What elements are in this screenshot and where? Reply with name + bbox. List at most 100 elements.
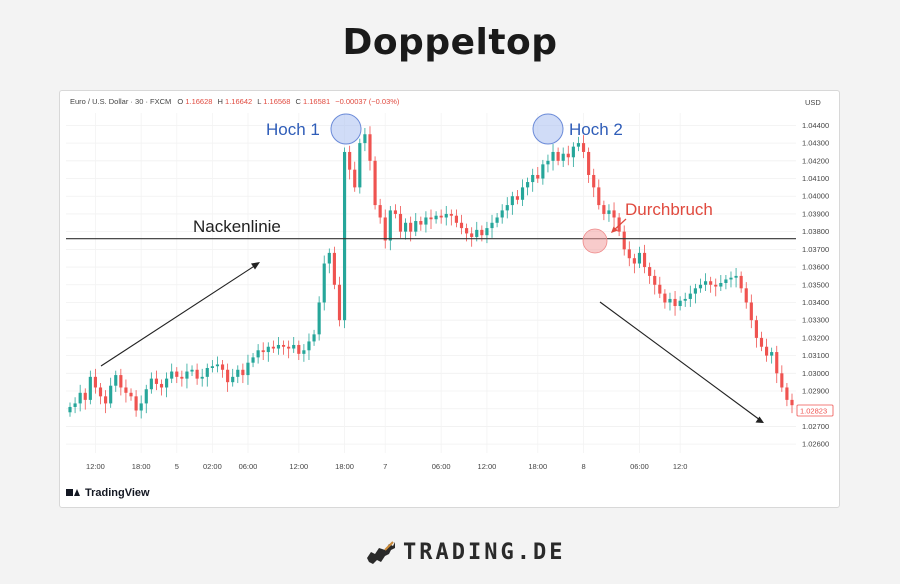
candle-down — [271, 346, 275, 349]
y-tick-label: 1.03300 — [802, 316, 829, 325]
candle-down — [459, 222, 464, 229]
header-c-value: 1.16581 — [303, 97, 330, 106]
brand-footer: TRADING.DE — [365, 532, 565, 572]
candle-down — [622, 231, 626, 250]
candle-down — [454, 215, 458, 223]
candle-up — [683, 298, 687, 301]
y-tick-label: 1.04400 — [802, 121, 829, 130]
candle-down — [154, 378, 159, 384]
header-h-value: 1.16642 — [225, 97, 252, 106]
candle-up — [703, 281, 708, 285]
x-tick-label: 18:00 — [132, 462, 151, 471]
candle-up — [414, 221, 418, 232]
grid-y — [66, 124, 796, 445]
candle-down — [83, 392, 87, 400]
chart-card[interactable]: Euro / U.S. Dollar · 30 · FXCM O 1.16628… — [59, 90, 840, 508]
candle-up — [78, 392, 82, 404]
y-tick-label: 1.03900 — [802, 209, 829, 218]
tradingview-logo-bar — [66, 489, 73, 496]
candle-down — [480, 229, 484, 236]
header-change: −0.00037 (−0.03%) — [335, 97, 400, 106]
y-tick-label: 1.03100 — [802, 351, 829, 360]
candle-down — [378, 205, 382, 218]
candle-up — [770, 352, 774, 356]
candle-up — [170, 371, 174, 379]
candle-down — [429, 217, 433, 220]
candle-down — [602, 205, 606, 214]
candle-up — [688, 293, 692, 299]
x-tick-label: 06:00 — [432, 462, 451, 471]
y-tick-label: 1.03700 — [802, 245, 829, 254]
x-tick-label: 5 — [175, 462, 179, 471]
candle-up — [358, 143, 362, 188]
candle-up — [607, 210, 611, 214]
candle-up — [114, 375, 118, 386]
x-tick-label: 8 — [581, 462, 585, 471]
candle-down — [281, 344, 286, 347]
candle-down — [673, 298, 677, 307]
candle-up — [312, 334, 316, 342]
candle-up — [322, 263, 326, 303]
candle-up — [317, 302, 321, 335]
candle-down — [648, 267, 652, 276]
page-title: Doppeltop — [342, 22, 558, 63]
candle-up — [73, 403, 77, 407]
candle-down — [780, 373, 784, 388]
candle-down — [465, 228, 469, 234]
candle-down — [93, 376, 97, 388]
y-tick-label: 1.03000 — [802, 369, 829, 378]
candle-up — [678, 300, 682, 307]
candle-down — [332, 252, 336, 285]
candle-up — [520, 187, 525, 200]
candle-up — [165, 378, 169, 388]
candle-up — [434, 215, 438, 220]
candle-up — [266, 346, 270, 353]
candle-down — [261, 350, 265, 353]
candle-down — [592, 174, 596, 188]
last-price-box — [796, 404, 834, 417]
candle-down — [409, 222, 413, 232]
candle-down — [536, 174, 540, 179]
candle-up — [668, 298, 672, 303]
tradingview-wordmark: TradingView — [85, 487, 150, 499]
candle-down — [556, 151, 560, 161]
candlestick-chart[interactable]: Euro / U.S. Dollar · 30 · FXCM O 1.16628… — [60, 91, 841, 509]
candle-down — [785, 387, 789, 400]
candle-down — [775, 352, 779, 374]
candle-down — [642, 252, 647, 268]
candle-down — [353, 169, 357, 188]
downtrend-arrowhead — [755, 416, 764, 423]
breakout-circle — [582, 228, 608, 254]
candle-up — [500, 210, 504, 218]
y-tick-label: 1.03200 — [802, 333, 829, 342]
y-axis: 1.04400 1.04300 1.04200 1.04100 1.04000 1.039… — [802, 121, 829, 449]
last-price-value: 1.02823 — [800, 407, 827, 416]
x-tick-label: 18:00 — [528, 462, 547, 471]
y-tick-label: 1.04200 — [802, 156, 829, 165]
candle-up — [109, 385, 113, 404]
uptrend-arrowhead — [251, 262, 260, 270]
candle-down — [744, 288, 748, 303]
candle-up — [307, 341, 311, 351]
header-c-label: C — [295, 97, 301, 106]
plot-area — [66, 97, 796, 453]
candle-down — [449, 213, 453, 216]
candle-up — [510, 196, 514, 206]
candle-up — [546, 160, 550, 165]
candle-up — [526, 182, 530, 188]
candle-up — [719, 283, 723, 287]
candle-up — [246, 362, 250, 376]
candle-up — [200, 376, 204, 379]
candle-down — [663, 293, 667, 303]
candle-down — [759, 337, 764, 347]
candle-down — [653, 275, 657, 285]
candle-down — [368, 134, 372, 161]
y-tick-label: 1.02600 — [802, 440, 829, 449]
candle-up — [256, 350, 260, 358]
candle-down — [134, 396, 138, 411]
top1-circle — [330, 113, 362, 145]
header-l-label: L — [257, 97, 261, 106]
candle-up — [68, 406, 72, 413]
candle-up — [444, 213, 448, 218]
candle-up — [292, 344, 296, 349]
